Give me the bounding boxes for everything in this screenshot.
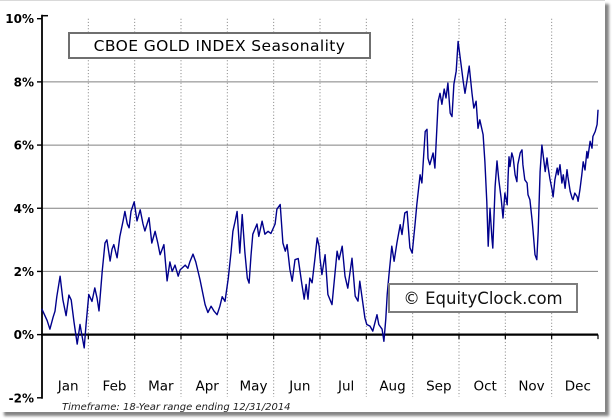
x-axis-label: Aug (379, 379, 405, 395)
x-axis-label: Jun (288, 379, 310, 395)
x-axis-label: Apr (195, 379, 219, 395)
chart-title-box: CBOE GOLD INDEX Seasonality (68, 32, 371, 59)
y-axis-label: 2% (14, 265, 34, 279)
chart-title: CBOE GOLD INDEX Seasonality (93, 36, 346, 55)
chart-image: 10% 8% 6% 4% 2% 0% -2% Jan Feb Mar Apr May Jun Jul Aug… (0, 0, 605, 413)
x-axis-label: Feb (103, 379, 127, 395)
y-axis-label: -2% (9, 391, 34, 405)
y-axis-label: 10% (5, 12, 34, 26)
x-axis-label: Jan (57, 379, 79, 395)
y-axis-label: 6% (14, 139, 34, 153)
x-axis-label: Dec (565, 379, 591, 395)
seasonality-line-chart: 10% 8% 6% 4% 2% 0% -2% Jan Feb Mar Apr May Jun Jul Aug… (5, 12, 599, 405)
timeframe-footnote: Timeframe: 18-Year range ending 12/31/20… (62, 402, 291, 413)
x-axis-label: Sep (426, 379, 451, 395)
x-axis-label: Oct (473, 379, 496, 395)
x-axis-label: Jul (337, 379, 354, 395)
x-axis-label: May (240, 379, 268, 395)
watermark-text: © EquityClock.com (403, 288, 563, 308)
y-axis-label: 8% (14, 75, 34, 89)
seasonality-line (41, 40, 599, 349)
watermark-box: © EquityClock.com (388, 283, 578, 313)
x-axis-label: Nov (518, 379, 544, 395)
y-axis-label: 0% (14, 328, 34, 342)
y-axis-label: 4% (14, 202, 34, 216)
x-axis-label: Mar (148, 379, 174, 395)
